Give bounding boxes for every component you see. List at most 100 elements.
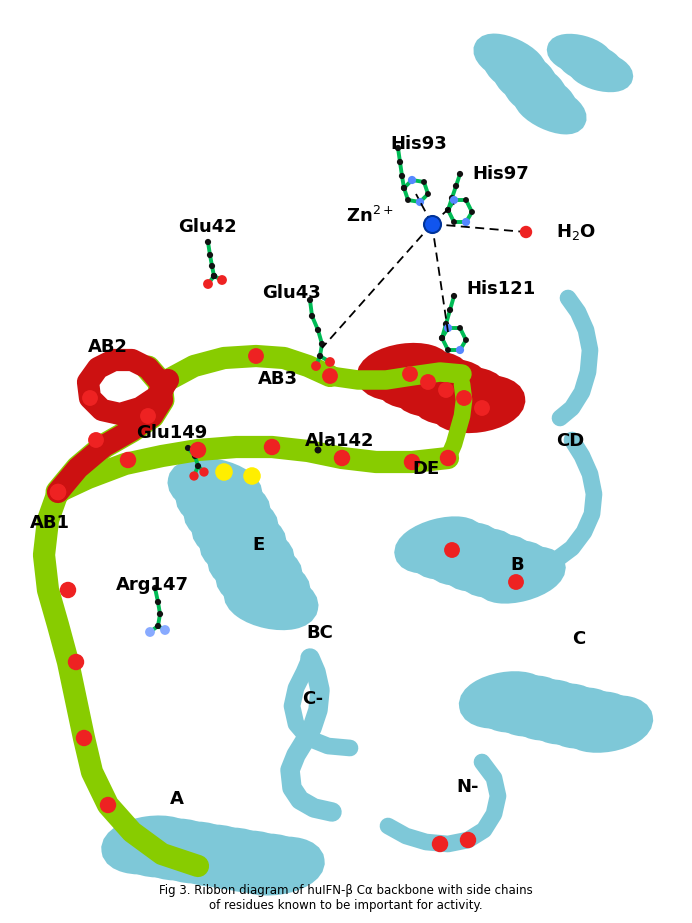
Point (84, 390, 95, 405)
Point (426, 217, 437, 232)
Point (145, 625, 156, 640)
Point (406, 455, 417, 470)
Text: Glu149: Glu149 (136, 424, 207, 442)
Point (403, 193, 414, 208)
Point (437, 330, 448, 345)
Point (477, 401, 488, 415)
Text: B: B (510, 556, 524, 574)
Point (399, 181, 410, 196)
Point (460, 215, 471, 230)
Text: N-: N- (456, 778, 478, 796)
Point (441, 383, 452, 398)
Point (459, 390, 470, 405)
Point (455, 167, 466, 182)
Point (325, 368, 336, 383)
Text: C-: C- (302, 690, 323, 708)
Point (219, 464, 230, 479)
Point (188, 469, 199, 484)
Point (404, 366, 415, 381)
Point (462, 833, 473, 847)
Text: Zn$^{2+}$: Zn$^{2+}$ (346, 206, 394, 226)
Text: BC: BC (306, 624, 333, 642)
Point (511, 575, 522, 590)
Text: DE: DE (412, 460, 439, 478)
Point (406, 173, 417, 187)
Text: His97: His97 (472, 165, 529, 183)
Point (325, 354, 336, 369)
Point (62, 582, 73, 597)
Point (435, 836, 446, 851)
Point (246, 469, 257, 484)
Point (422, 375, 433, 390)
Text: C: C (572, 630, 585, 648)
Point (455, 320, 466, 335)
Point (450, 179, 462, 194)
Point (183, 440, 194, 455)
Point (460, 215, 471, 230)
Text: A: A (170, 790, 184, 808)
Point (208, 269, 219, 283)
Point (442, 450, 453, 465)
Point (442, 320, 453, 335)
Point (203, 234, 214, 249)
Point (192, 443, 203, 458)
Point (415, 195, 426, 210)
Text: AB1: AB1 (30, 514, 70, 532)
Point (460, 193, 471, 208)
Point (192, 459, 203, 473)
Point (91, 433, 102, 448)
Point (204, 247, 215, 262)
Point (442, 342, 453, 357)
Text: Glu43: Glu43 (262, 284, 321, 302)
Text: Ala142: Ala142 (305, 432, 374, 450)
Point (392, 140, 403, 155)
Point (152, 618, 163, 633)
Point (446, 191, 457, 206)
Text: His121: His121 (466, 280, 535, 298)
Point (455, 342, 466, 357)
Point (466, 205, 477, 220)
Point (446, 543, 457, 557)
Point (314, 349, 325, 364)
Point (399, 181, 410, 196)
Text: AB2: AB2 (88, 338, 128, 356)
Point (406, 173, 417, 187)
Point (208, 269, 219, 283)
Point (441, 317, 452, 331)
Point (394, 155, 406, 170)
Text: Arg147: Arg147 (116, 576, 189, 594)
Point (448, 215, 459, 230)
Point (397, 169, 408, 184)
Point (251, 349, 262, 364)
Point (203, 277, 214, 292)
Point (448, 289, 459, 304)
Point (460, 332, 471, 347)
Text: E: E (252, 536, 264, 554)
Point (442, 320, 453, 335)
Point (448, 193, 459, 208)
Point (53, 485, 64, 499)
Point (455, 342, 466, 357)
Point (304, 293, 316, 307)
Point (152, 594, 163, 609)
Point (437, 330, 448, 345)
Point (442, 203, 453, 218)
Text: AB3: AB3 (258, 370, 298, 388)
Point (316, 337, 327, 352)
Point (444, 303, 455, 318)
Point (149, 581, 161, 595)
Point (422, 186, 433, 201)
Point (419, 174, 430, 189)
Point (102, 797, 113, 812)
Point (448, 193, 459, 208)
Point (190, 449, 201, 463)
Text: Fig 3. Ribbon diagram of huIFN-β Cα backbone with side chains
of residues known : Fig 3. Ribbon diagram of huIFN-β Cα back… (159, 884, 533, 912)
Point (143, 409, 154, 424)
Point (154, 606, 165, 621)
Text: His93: His93 (390, 135, 447, 153)
Point (206, 258, 217, 273)
Point (520, 224, 531, 239)
Point (122, 452, 134, 467)
Point (53, 485, 64, 499)
Point (415, 195, 426, 210)
